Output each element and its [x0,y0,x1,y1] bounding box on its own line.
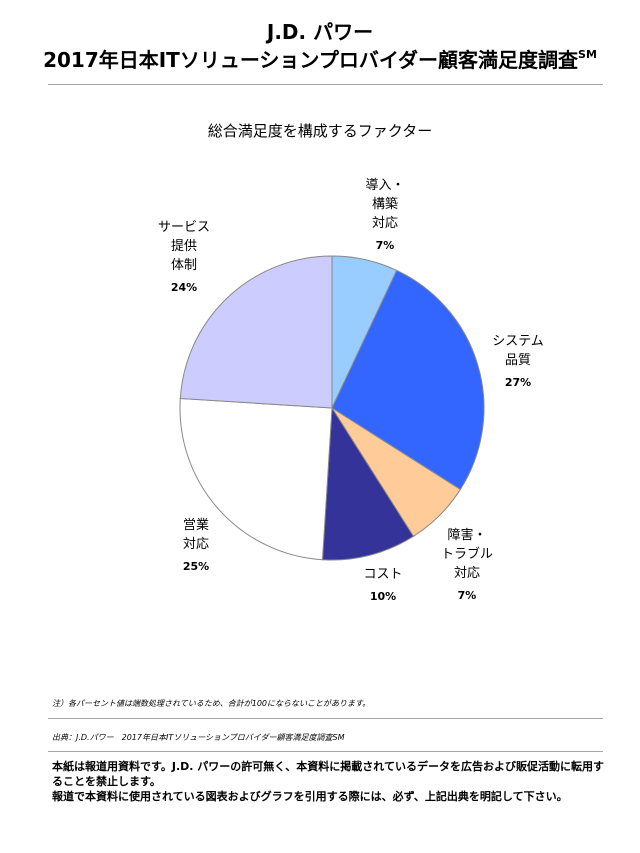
header-title-line2: 2017年日本ITソリューションプロバイダー顧客満足度調査SM [0,44,640,73]
slice-label-line: システム [492,334,544,349]
slice-label-line: 構築 [371,197,398,212]
slice-label-line: 対応 [371,216,398,231]
slice-label-trouble-support: 障害・トラブル対応 7% [422,526,512,605]
slice-label-line: 提供 [170,239,197,254]
slice-label-line: 障害・ [447,528,487,543]
slice-label-line: コスト [363,567,403,582]
source-citation: 出典：J.D.パワー 2017年日本ITソリューションプロバイダー顧客満足度調査… [52,733,345,742]
slice-value-label: 7% [457,589,477,602]
slice-label-line: トラブル [440,547,493,562]
slice-label-line: 営業 [182,518,209,533]
disclaimer-line-2: 報道で本資料に使用されている図表およびグラフを引用する際には、必ず、上記出典を明… [52,790,568,803]
slice-label-line: 導入・ [365,178,405,193]
slice-label-line: 対応 [453,566,480,581]
pie-slice-system-quality [331,269,485,491]
disclaimer-line-1: 本紙は報道用資料です。J.D. パワーの許可無く、本資料に掲載されているデータを… [52,760,604,788]
slice-label-service-delivery: サービス提供体制 24% [139,218,229,297]
slice-label-system-quality: システム品質 27% [473,332,563,392]
header-title-line1: J.D. パワー [266,20,374,44]
slice-label-line: 品質 [504,353,531,368]
slice-value-label: 24% [170,281,198,294]
slice-label-install-build: 導入・構築対応 7% [340,176,430,255]
slice-value-label: 7% [375,239,395,252]
slice-value-label: 10% [369,590,397,603]
slice-label-sales-support: 営業対応 25% [151,516,241,576]
slice-label-line: 対応 [182,537,209,552]
chart-title: 総合満足度を構成するファクター [207,122,433,140]
slice-label-cost: コスト 10% [338,565,428,606]
pie-slice-sales-support [179,397,333,561]
footer-divider-1 [48,718,603,719]
slice-label-line: サービス [157,220,210,235]
pie-slice-cost [321,406,415,561]
slice-label-line: 体制 [170,258,197,273]
header-survey-name: 2017年日本ITソリューションプロバイダー顧客満足度調査 [43,48,579,72]
header-divider [48,84,603,85]
slice-value-label: 25% [182,560,210,573]
rounding-note: 注）各パーセント値は端数処理されているため、合計が100にならないことがあります… [52,699,371,708]
disclaimer: 本紙は報道用資料です。J.D. パワーの許可無く、本資料に掲載されているデータを… [52,759,607,804]
footer-divider-2 [48,751,603,752]
service-mark: SM [578,48,597,61]
slice-value-label: 27% [504,376,532,389]
pie-slice-service-delivery [179,255,333,409]
